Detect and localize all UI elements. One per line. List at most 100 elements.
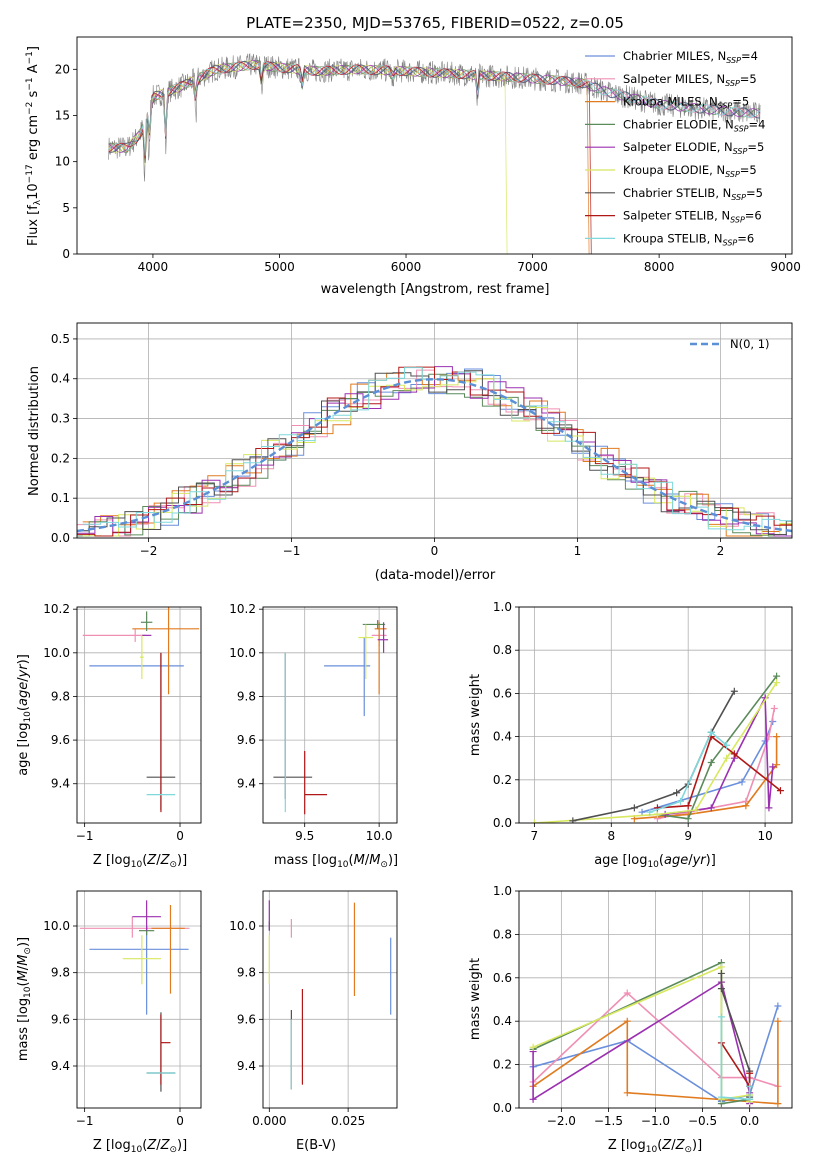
mass_vs_Z-ytick-label-3: 10.0 (43, 919, 70, 933)
weight_vs_age-ytick-label-4: 0.8 (493, 643, 512, 657)
spectrum-marks (108, 53, 761, 254)
mass_vs_Z-frame (76, 890, 202, 1109)
age_vs_Z-marks (82, 607, 200, 813)
weight_vs_Z-marker-1-1 (623, 989, 631, 997)
weight_vs_age-marks (530, 672, 784, 823)
age_vs_mass-marks (273, 620, 389, 815)
weight_vs_Z-frame (518, 890, 793, 1109)
weight_vs_Z-ytick-label-2: 0.4 (493, 1014, 512, 1028)
weight_vs_age-series-8 (649, 731, 728, 813)
age_vs_Z-ytick-label-4: 10.2 (43, 602, 70, 616)
weight_vs_age-xtick-label-2: 9 (684, 829, 692, 843)
age_vs_mass-ytick-label-1: 9.6 (237, 733, 256, 747)
weight_vs_age-marker-7-3 (730, 750, 738, 758)
ebv-xlabel: E(B-V) (296, 1138, 336, 1153)
age-vs-z-panel: Z [log10(Z/Z⊙)] age [log10(age/yr)] (16, 654, 187, 870)
age_vs_Z-ytick-label-1: 9.6 (51, 733, 70, 747)
spectrum-panel: wavelength [Angstrom, rest frame] Flux [… (25, 46, 549, 297)
normal-reference-line (77, 377, 792, 533)
residuals-xtick-label-2: 0 (431, 544, 439, 558)
weight_vs_age-marker-5-1 (653, 810, 661, 818)
spectrum-xtick-label-2: 6000 (391, 260, 422, 274)
ebv-xtick-label-0: 0.000 (252, 1114, 286, 1128)
weight_vs_age-marker-6-1 (630, 804, 638, 812)
residuals-xtick-label-1: −1 (283, 544, 301, 558)
weight_vs_age-marker-3-1 (684, 815, 692, 823)
age_vs_mass-xtick-label-1: 10.0 (366, 829, 393, 843)
weight_vs_Z-series-8 (720, 1016, 751, 1101)
weight_vs_Z-ytick-label-5: 1.0 (493, 884, 512, 898)
residuals-ytick-label-4: 0.4 (51, 372, 70, 386)
weight_vs_age-marker-3-3 (773, 672, 781, 680)
residuals-ytick-label-3: 0.3 (51, 412, 70, 426)
weight_vs_age-marker-6-0 (569, 817, 577, 823)
legend-entry-0: Chabrier MILES, NSSP=4 (623, 49, 758, 65)
ebv-frame (262, 890, 398, 1109)
weight_vs_age-marker-8-1 (676, 797, 684, 805)
mass-vs-z-ylabel: mass [log10(M/M⊙)] (16, 937, 33, 1061)
weight_vs_Z-ytick-label-3: 0.6 (493, 971, 512, 985)
mass-vs-z-xlabel: Z [log10(Z/Z⊙)] (93, 1138, 187, 1155)
residual-hist-7 (77, 366, 792, 537)
age_vs_Z-frame (76, 606, 202, 824)
weight_vs_age-marker-4-1 (707, 804, 715, 812)
weight_vs_age-xtick-label-1: 8 (607, 829, 615, 843)
weight_vs_age-marker-8-0 (646, 808, 654, 816)
mass_vs_Z-xtick-label-0: −1 (76, 1114, 94, 1128)
weight_vs_age-marker-2-4 (773, 733, 781, 741)
spectrum-xtick-label-5: 9000 (770, 260, 801, 274)
weight_vs_Z-marker-8-2 (746, 1095, 754, 1103)
legend-entry-6: Chabrier STELIB, NSSP=5 (623, 186, 763, 202)
age-vs-mass-panel: mass [log10(M/M⊙)] (274, 853, 398, 870)
spectrum-ytick-label-1: 5 (62, 201, 70, 215)
weight_vs_age-frame (518, 606, 793, 824)
weight_vs_age-series-3 (657, 675, 778, 820)
weight_vs_age-marker-3-2 (707, 759, 715, 767)
spectrum-frame (76, 36, 793, 255)
weight_vs_Z-marker-2-4 (774, 1017, 782, 1025)
age-vs-mass-xlabel: mass [log10(M/M⊙)] (274, 853, 398, 870)
weight_vs_age-marker-7-1 (684, 802, 692, 810)
ebv-ytick-label-3: 10.0 (229, 919, 256, 933)
mass-vs-z-panel: Z [log10(Z/Z⊙)] mass [log10(M/M⊙)] (16, 937, 187, 1155)
weight_vs_Z-marker-2-2 (623, 1089, 631, 1097)
spectrum-xtick-label-4: 8000 (644, 260, 675, 274)
weight_vs_age-marker-5-4 (773, 679, 781, 687)
weight-vs-age-xlabel: age [log10(age/yr)] (594, 853, 716, 870)
residuals-marks (77, 366, 792, 537)
weight_vs_age-marker-4-5 (769, 763, 777, 771)
weight_vs_age-marker-0-0 (638, 808, 646, 816)
weight_vs_age-marker-8-3 (723, 741, 731, 749)
weight_vs_age-marker-2-3 (773, 761, 781, 769)
weight_vs_Z-marker-7-2 (746, 1069, 754, 1077)
age_vs_mass-xtick-label-0: 9.5 (295, 829, 314, 843)
age-vs-z-xlabel: Z [log10(Z/Z⊙)] (93, 853, 187, 870)
ebv-marks (268, 900, 392, 1090)
spectrum-model-line-4 (108, 59, 761, 163)
residuals-panel: (data-model)/error Normed distribution (27, 366, 496, 583)
age_vs_mass-ytick-label-3: 10.0 (229, 646, 256, 660)
weight-vs-z-xlabel: Z [log10(Z/Z⊙)] (608, 1138, 702, 1155)
legend-entry-1: Salpeter MILES, NSSP=5 (623, 72, 757, 88)
residuals-frame (76, 322, 793, 539)
weight_vs_age-marker-5-0 (530, 819, 538, 823)
weight_vs_Z-marker-8-3 (746, 1082, 754, 1090)
legend-entry-5: Kroupa ELODIE, NSSP=5 (623, 163, 757, 179)
weight_vs_Z-marker-0-4 (774, 1002, 782, 1010)
weight_vs_Z-marker-2-3 (774, 1100, 782, 1108)
ebv-ytick-label-1: 9.6 (237, 1012, 256, 1026)
weight_vs_age-series-6 (572, 690, 735, 822)
weight_vs_Z-xtick-label-2: −1.0 (641, 1114, 670, 1128)
legend-entry-2: Kroupa MILES, NSSP=5 (623, 95, 749, 111)
spectrum-xtick-label-3: 7000 (517, 260, 548, 274)
spectrum-ylabel: Flux [fλ10−17 erg cm−2 s−1 A−1] (25, 46, 43, 246)
spectrum-ytick-label-4: 20 (55, 62, 70, 76)
weight_vs_age-series-4 (664, 694, 774, 816)
weight_vs_age-marker-0-1 (738, 778, 746, 786)
age_vs_Z-xtick-label-0: −1 (76, 829, 94, 843)
mass_vs_Z-ytick-label-0: 9.4 (51, 1059, 70, 1073)
weight_vs_age-xtick-label-3: 10 (757, 829, 772, 843)
ebv-ytick-label-0: 9.4 (237, 1059, 256, 1073)
weight_vs_age-marker-5-3 (723, 754, 731, 762)
